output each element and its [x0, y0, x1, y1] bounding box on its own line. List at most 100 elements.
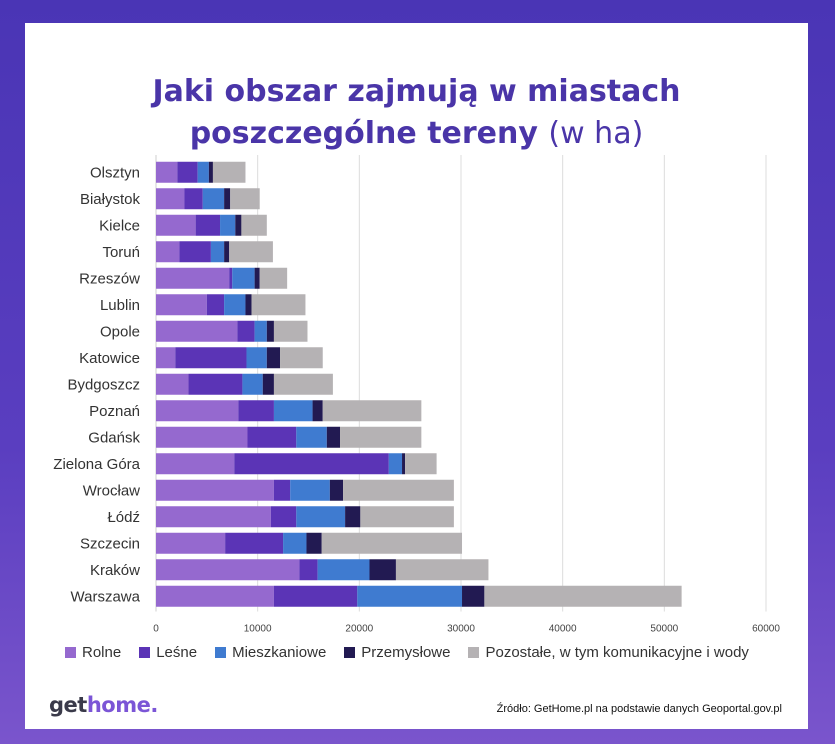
bar-segment [340, 426, 422, 448]
bar-segment [254, 267, 260, 289]
bar-segment [156, 214, 196, 236]
bar-segment [156, 506, 271, 528]
legend-item-mieszkaniowe: Mieszkaniowe [215, 644, 326, 661]
legend-item-przemyslowe: Przemysłowe [344, 644, 450, 661]
bar-segment [156, 267, 230, 289]
bar-segment [360, 506, 454, 528]
legend-label-pozostale: Pozostałe, w tym komunikacyjne i wody [485, 644, 749, 661]
bar-segment [156, 320, 238, 342]
bar-segment [296, 506, 346, 528]
bar-segment [234, 453, 389, 475]
bar-segment [156, 532, 226, 554]
bar-segment [280, 347, 323, 369]
bar-segment [156, 347, 176, 369]
bar-segment [156, 426, 248, 448]
category-label: Kraków [90, 562, 140, 579]
category-label: Opole [100, 323, 140, 340]
category-label: Szczecin [80, 535, 140, 552]
bar-segment [262, 373, 274, 395]
bar-segment [343, 479, 454, 501]
category-label: Gdańsk [88, 429, 140, 446]
bar-segment [156, 479, 274, 501]
x-tick-label: 40000 [549, 624, 577, 635]
bar-segment [188, 373, 243, 395]
bar-segment [229, 267, 233, 289]
category-label: Warszawa [71, 588, 141, 605]
title-line-2-bold: poszczególne tereny [189, 116, 538, 151]
x-tick-label: 50000 [650, 624, 678, 635]
bar-segment [195, 214, 221, 236]
bar-segment [484, 585, 682, 607]
bar-segment [395, 559, 489, 581]
legend-label-rolne: Rolne [82, 644, 122, 661]
logo-text-get: get [49, 693, 87, 717]
x-tick-label: 60000 [752, 624, 780, 635]
legend-label-mieszkaniowe: Mieszkaniowe [232, 644, 327, 661]
bar-segment [206, 294, 225, 316]
chart-legend: Rolne Leśne Mieszkaniowe Przemysłowe Poz… [65, 644, 805, 661]
category-label: Olsztyn [90, 164, 140, 181]
category-label: Lublin [100, 297, 140, 314]
bar-segment [321, 532, 463, 554]
x-tick-label: 10000 [244, 624, 272, 635]
bar-segment [299, 559, 318, 581]
category-label: Białystok [80, 191, 141, 208]
bar-segment [175, 347, 247, 369]
bar-segment [156, 585, 274, 607]
bar-segment [273, 479, 291, 501]
title-line-2: poszczególne tereny (w ha) [25, 113, 808, 155]
legend-item-pozostale: Pozostałe, w tym komunikacyjne i wody [468, 644, 749, 661]
bar-segment [254, 320, 267, 342]
category-label: Kielce [99, 217, 140, 234]
bar-segment [156, 188, 185, 210]
category-label: Wrocław [83, 482, 140, 499]
bar-segment [266, 320, 274, 342]
source-note: Źródło: GetHome.pl na podstawie danych G… [496, 703, 782, 715]
bar-segment [388, 453, 403, 475]
bar-segment [462, 585, 485, 607]
bar-segment [156, 241, 180, 263]
bar-segment [156, 294, 207, 316]
legend-swatch-pozostale [468, 647, 480, 658]
bar-segment [317, 559, 370, 581]
bar-segment [241, 214, 267, 236]
bar-segment [177, 161, 198, 183]
bar-segment [197, 161, 209, 183]
x-tick-label: 20000 [345, 624, 373, 635]
bar-segment [266, 347, 281, 369]
bar-segment [202, 188, 225, 210]
bar-segment [235, 214, 242, 236]
bar-segment [290, 479, 330, 501]
bar-segment [237, 320, 255, 342]
bar-segment [242, 373, 263, 395]
bar-segment [212, 161, 246, 183]
bar-segment [184, 188, 203, 210]
title-line-2-unit: (w ha) [548, 116, 644, 151]
category-label: Katowice [79, 350, 140, 367]
bar-segment [224, 188, 231, 210]
bar-segment [224, 241, 230, 263]
bar-segment [259, 267, 288, 289]
bar-segment [246, 347, 267, 369]
bar-segment [232, 267, 255, 289]
bar-segment [251, 294, 306, 316]
bar-segment [369, 559, 396, 581]
bar-segment [156, 373, 189, 395]
legend-label-przemyslowe: Przemysłowe [361, 644, 451, 661]
gethome-logo: gethome. [49, 693, 158, 717]
bar-segment [312, 400, 323, 422]
bar-segment [270, 506, 297, 528]
bar-segment [273, 373, 333, 395]
bar-segment [283, 532, 307, 554]
stacked-bar-chart: 0 10000 20000 30000 40000 50000 60000 Olsztyn Bi… [53, 155, 780, 635]
category-label: Toruń [102, 244, 140, 261]
legend-item-rolne: Rolne [65, 644, 121, 661]
bar-segment [245, 294, 252, 316]
category-label: Poznań [89, 403, 140, 420]
bar-segment [273, 400, 313, 422]
x-tick-label: 30000 [447, 624, 475, 635]
category-label: Bydgoszcz [67, 376, 140, 393]
bar-segment [322, 400, 422, 422]
logo-text-home: home. [86, 693, 158, 717]
legend-swatch-lesne [139, 647, 151, 658]
